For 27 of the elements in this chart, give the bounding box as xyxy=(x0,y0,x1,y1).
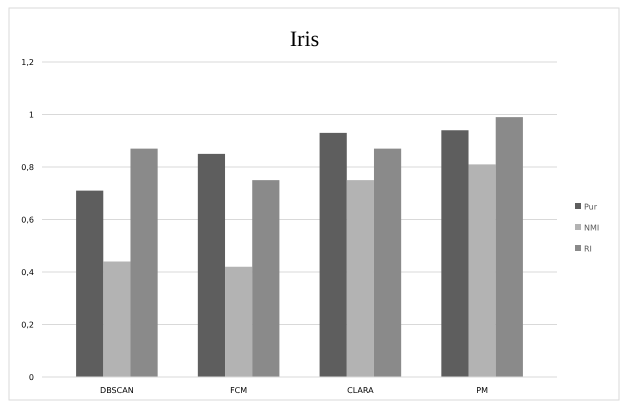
bar xyxy=(441,130,469,377)
x-tick-label: FCM xyxy=(230,386,248,395)
bar xyxy=(346,180,374,377)
bar xyxy=(252,180,280,377)
bar xyxy=(130,148,158,377)
y-tick-label: 1,2 xyxy=(21,58,34,67)
x-tick-label: DBSCAN xyxy=(100,386,134,395)
y-tick-label: 0,6 xyxy=(21,215,34,224)
y-tick-label: 0,2 xyxy=(21,320,34,330)
x-tick-label: CLARA xyxy=(347,386,374,395)
bar xyxy=(225,266,252,377)
bar xyxy=(496,117,523,377)
legend-label: NMI xyxy=(584,223,600,232)
chart-title: Iris xyxy=(290,26,320,51)
y-tick-label: 1 xyxy=(28,110,34,120)
bar xyxy=(103,262,130,377)
bar xyxy=(198,154,226,377)
bar xyxy=(374,148,402,377)
y-tick-label: 0,4 xyxy=(21,268,34,277)
y-tick-label: 0,8 xyxy=(21,162,34,172)
legend-label: Pur xyxy=(584,202,598,212)
bar xyxy=(468,164,496,377)
y-tick-label: 0 xyxy=(28,372,34,382)
bar xyxy=(320,132,347,377)
bar xyxy=(76,190,104,377)
legend-label: RI xyxy=(584,244,592,254)
x-tick-label: PM xyxy=(476,386,488,395)
